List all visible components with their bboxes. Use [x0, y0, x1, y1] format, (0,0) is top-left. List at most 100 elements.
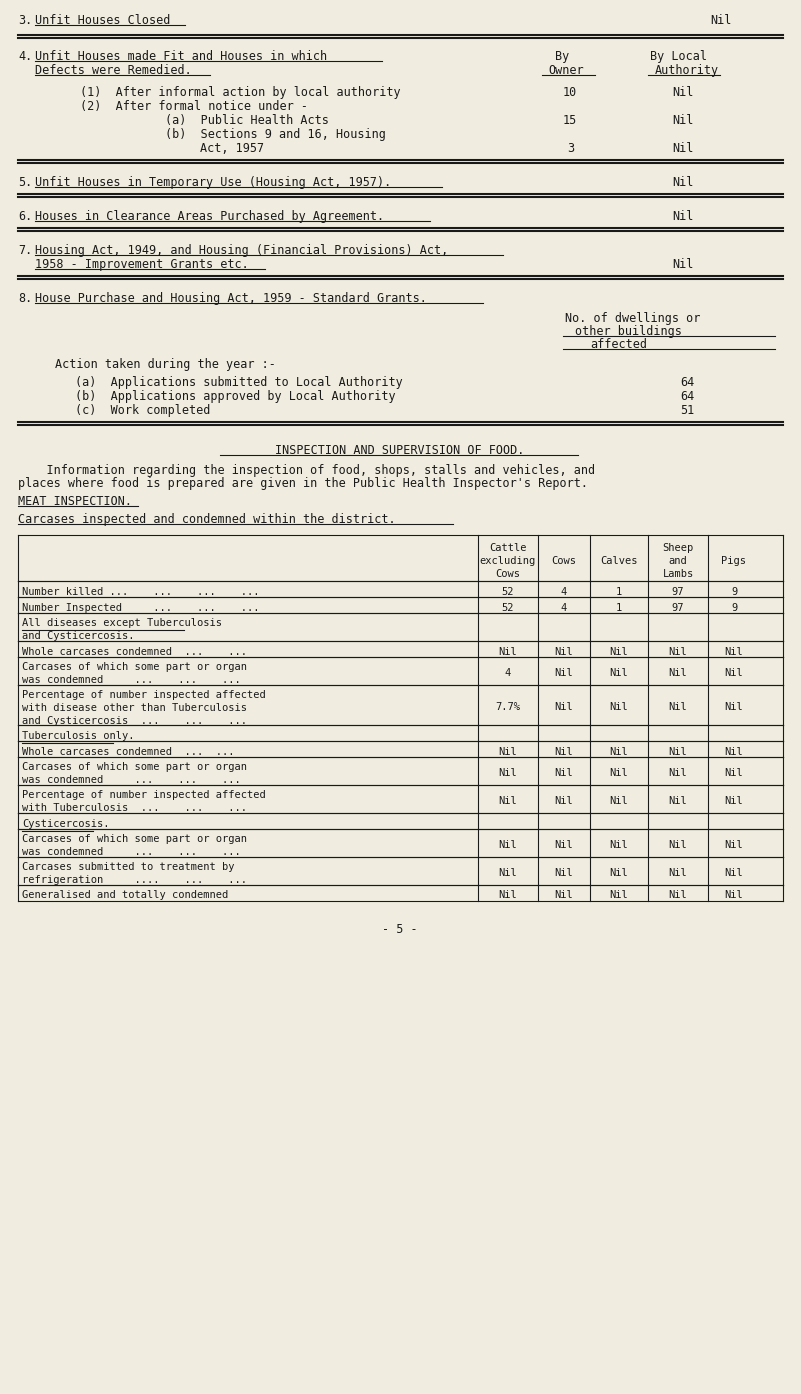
Text: By: By — [555, 50, 570, 63]
Text: Sheep: Sheep — [662, 542, 694, 552]
Text: (a)  Public Health Acts: (a) Public Health Acts — [165, 114, 329, 127]
Text: Nil: Nil — [669, 668, 687, 677]
Text: Nil: Nil — [610, 647, 628, 657]
Text: Nil: Nil — [669, 768, 687, 778]
Text: Nil: Nil — [672, 142, 694, 155]
Text: Nil: Nil — [725, 868, 743, 878]
Text: 6.: 6. — [18, 210, 32, 223]
Text: Nil: Nil — [554, 891, 574, 901]
Text: By Local: By Local — [650, 50, 707, 63]
Text: Unfit Houses in Temporary Use (Housing Act, 1957).: Unfit Houses in Temporary Use (Housing A… — [35, 176, 391, 190]
Text: Nil: Nil — [725, 768, 743, 778]
Text: (a)  Applications submitted to Local Authority: (a) Applications submitted to Local Auth… — [75, 376, 403, 389]
Text: Pigs: Pigs — [722, 555, 747, 566]
Text: INSPECTION AND SUPERVISION OF FOOD.: INSPECTION AND SUPERVISION OF FOOD. — [276, 445, 525, 457]
Text: 4: 4 — [561, 587, 567, 597]
Text: Authority: Authority — [655, 64, 719, 77]
Text: was condemned     ...    ...    ...: was condemned ... ... ... — [22, 675, 241, 684]
Text: 7.7%: 7.7% — [496, 703, 521, 712]
Text: 3: 3 — [567, 142, 574, 155]
Text: Defects were Remedied.: Defects were Remedied. — [35, 64, 191, 77]
Text: Nil: Nil — [499, 796, 517, 806]
Text: places where food is prepared are given in the Public Health Inspector's Report.: places where food is prepared are given … — [18, 477, 588, 491]
Text: other buildings: other buildings — [575, 325, 682, 337]
Text: Nil: Nil — [669, 796, 687, 806]
Text: Nil: Nil — [499, 647, 517, 657]
Text: 9: 9 — [731, 587, 737, 597]
Text: Nil: Nil — [610, 668, 628, 677]
Text: (b)  Sections 9 and 16, Housing: (b) Sections 9 and 16, Housing — [165, 128, 386, 141]
Text: Whole carcases condemned  ...  ...: Whole carcases condemned ... ... — [22, 747, 235, 757]
Text: Carcases of which some part or organ: Carcases of which some part or organ — [22, 763, 247, 772]
Text: Unfit Houses Closed: Unfit Houses Closed — [35, 14, 171, 26]
Text: Housing Act, 1949, and Housing (Financial Provisions) Act,: Housing Act, 1949, and Housing (Financia… — [35, 244, 449, 256]
Text: Number killed ...    ...    ...    ...: Number killed ... ... ... ... — [22, 587, 260, 597]
Text: Nil: Nil — [672, 86, 694, 99]
Text: Carcases submitted to treatment by: Carcases submitted to treatment by — [22, 861, 235, 873]
Text: 52: 52 — [501, 587, 514, 597]
Text: 97: 97 — [672, 587, 684, 597]
Text: with Tuberculosis  ...    ...    ...: with Tuberculosis ... ... ... — [22, 803, 247, 813]
Text: 1: 1 — [616, 602, 622, 612]
Text: No. of dwellings or: No. of dwellings or — [565, 312, 700, 325]
Text: 3.: 3. — [18, 14, 32, 26]
Text: 7.: 7. — [18, 244, 32, 256]
Text: affected: affected — [590, 337, 647, 351]
Text: was condemned     ...    ...    ...: was condemned ... ... ... — [22, 848, 241, 857]
Text: Nil: Nil — [499, 768, 517, 778]
Text: MEAT INSPECTION.: MEAT INSPECTION. — [18, 495, 132, 507]
Text: Nil: Nil — [725, 841, 743, 850]
Text: Action taken during the year :-: Action taken during the year :- — [55, 358, 276, 371]
Text: Nil: Nil — [669, 841, 687, 850]
Text: 9: 9 — [731, 602, 737, 612]
Text: Nil: Nil — [669, 868, 687, 878]
Text: Nil: Nil — [669, 703, 687, 712]
Text: Nil: Nil — [499, 891, 517, 901]
Text: Unfit Houses made Fit and Houses in which: Unfit Houses made Fit and Houses in whic… — [35, 50, 327, 63]
Text: 52: 52 — [501, 602, 514, 612]
Text: Nil: Nil — [725, 668, 743, 677]
Text: was condemned     ...    ...    ...: was condemned ... ... ... — [22, 775, 241, 785]
Text: and Cysticercosis.: and Cysticercosis. — [22, 631, 135, 641]
Text: Number Inspected     ...    ...    ...: Number Inspected ... ... ... — [22, 602, 260, 612]
Text: 97: 97 — [672, 602, 684, 612]
Text: Nil: Nil — [669, 747, 687, 757]
Text: Cattle: Cattle — [489, 542, 527, 552]
Text: Owner: Owner — [548, 64, 584, 77]
Text: Nil: Nil — [672, 258, 694, 270]
Text: Nil: Nil — [554, 841, 574, 850]
Text: Whole carcases condemned  ...    ...: Whole carcases condemned ... ... — [22, 647, 247, 657]
Text: 8.: 8. — [18, 291, 32, 305]
Text: Nil: Nil — [610, 868, 628, 878]
Text: Nil: Nil — [610, 841, 628, 850]
Text: Carcases of which some part or organ: Carcases of which some part or organ — [22, 662, 247, 672]
Text: and: and — [669, 555, 687, 566]
Text: Nil: Nil — [610, 768, 628, 778]
Text: 4: 4 — [561, 602, 567, 612]
Text: Nil: Nil — [710, 14, 731, 26]
Text: 51: 51 — [680, 404, 694, 417]
Text: Lambs: Lambs — [662, 569, 694, 579]
Text: Nil: Nil — [554, 703, 574, 712]
Text: Nil: Nil — [554, 647, 574, 657]
Text: Nil: Nil — [499, 841, 517, 850]
Text: Nil: Nil — [499, 868, 517, 878]
Text: Nil: Nil — [669, 647, 687, 657]
Text: 10: 10 — [563, 86, 578, 99]
Text: Nil: Nil — [669, 891, 687, 901]
Text: Calves: Calves — [600, 555, 638, 566]
Text: Cysticercosis.: Cysticercosis. — [22, 818, 110, 828]
Text: Nil: Nil — [610, 747, 628, 757]
Text: Nil: Nil — [554, 768, 574, 778]
Text: Carcases inspected and condemned within the district.: Carcases inspected and condemned within … — [18, 513, 396, 526]
Text: Percentage of number inspected affected: Percentage of number inspected affected — [22, 790, 266, 800]
Text: Nil: Nil — [554, 868, 574, 878]
Text: Nil: Nil — [610, 703, 628, 712]
Text: Tuberculosis only.: Tuberculosis only. — [22, 730, 135, 740]
Text: Nil: Nil — [610, 891, 628, 901]
Text: Nil: Nil — [725, 747, 743, 757]
Text: 64: 64 — [680, 390, 694, 403]
Text: Carcases of which some part or organ: Carcases of which some part or organ — [22, 834, 247, 843]
Text: 1: 1 — [616, 587, 622, 597]
Text: Percentage of number inspected affected: Percentage of number inspected affected — [22, 690, 266, 700]
